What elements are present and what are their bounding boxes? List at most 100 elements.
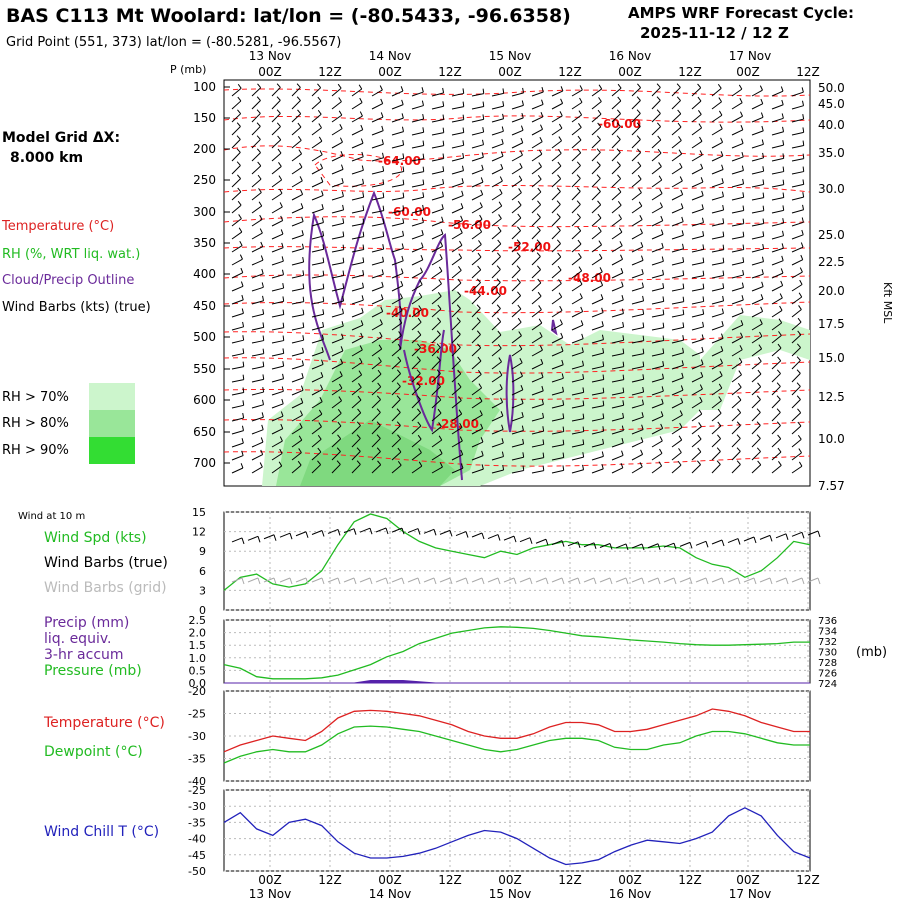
wind-barb-flag xyxy=(558,292,563,298)
wind-barbs-true-label: Wind Barbs (true) xyxy=(44,555,168,571)
wind-barb-flag xyxy=(722,295,725,301)
wind-barb-flag xyxy=(298,435,303,441)
wind-barb-flag xyxy=(376,408,381,413)
wind-barb xyxy=(671,83,681,97)
wind-barb-flag xyxy=(782,230,785,236)
wind-barb xyxy=(551,123,563,136)
wind-barb-flag xyxy=(397,356,402,362)
wind-barb xyxy=(311,217,324,227)
wind-barb xyxy=(491,438,504,448)
wind-barb-flag xyxy=(522,87,525,93)
wind-barb-staff xyxy=(371,235,384,240)
wind-barb-flag xyxy=(781,99,784,105)
wind-barb-staff xyxy=(331,182,344,188)
wind-barb-staff xyxy=(491,105,504,110)
wind-barb xyxy=(771,255,784,266)
wind-barb-staff xyxy=(611,165,621,175)
wind-barb-flag xyxy=(402,153,405,159)
wind-barb xyxy=(451,291,462,305)
wind-barb xyxy=(511,226,521,240)
wind-barb-staff xyxy=(511,129,524,136)
wind-barb xyxy=(311,270,325,279)
wind-barb xyxy=(631,386,645,396)
wind-barb-flag xyxy=(516,239,521,244)
wind-barb-staff xyxy=(331,412,342,422)
wind-barb-flag xyxy=(778,318,783,324)
wind-barb-staff xyxy=(691,208,704,214)
wind-barb-flag xyxy=(722,231,725,237)
wind-barb-staff xyxy=(711,325,724,331)
wind-barb-flag xyxy=(601,451,604,457)
wind-barb-flag xyxy=(359,97,363,103)
wind-barb-staff xyxy=(651,166,662,175)
wind-barb xyxy=(791,356,801,370)
wind-barb-staff xyxy=(591,217,602,227)
wind-barb-flag xyxy=(261,424,264,430)
wind-barb-flag xyxy=(396,382,401,387)
wind-barb-staff xyxy=(671,87,681,97)
wind-barb-staff xyxy=(431,295,442,305)
wind-barb xyxy=(431,87,445,97)
wind-barb-flag xyxy=(318,123,322,128)
wind-barb-flag xyxy=(702,309,705,315)
wind-barb-flag xyxy=(320,372,324,378)
wind-barb-staff xyxy=(291,113,302,123)
wind-barb xyxy=(731,345,743,357)
wind-barb-staff xyxy=(311,275,324,279)
wind-barb-flag xyxy=(442,153,445,159)
wind-barb-staff xyxy=(251,87,262,97)
wind-barb-staff xyxy=(711,249,724,253)
wind-barb-staff xyxy=(371,116,384,123)
wind-barb xyxy=(551,400,565,409)
wind-barb-flag xyxy=(520,125,524,131)
wind-barb-staff xyxy=(411,209,424,214)
wind-barb-grid xyxy=(519,577,533,585)
wind-barb-flag xyxy=(360,320,364,326)
wind-barb xyxy=(531,399,544,409)
wind-barb-10m-staff xyxy=(807,530,819,536)
wind-barb xyxy=(551,279,562,292)
wind-barb-flag xyxy=(621,281,624,287)
panel-right-tick: 724 xyxy=(818,679,837,690)
wind-barb xyxy=(471,265,482,279)
wind-barb-staff xyxy=(291,301,304,305)
wind-barb-flag xyxy=(657,148,662,154)
wind-barb-flag xyxy=(780,86,784,92)
wind-barb-staff xyxy=(511,416,524,422)
wind-barb xyxy=(631,109,641,123)
wind-barb-staff xyxy=(791,145,804,149)
wind-barb xyxy=(631,361,645,370)
wind-barb-flag xyxy=(659,188,663,194)
wind-barb xyxy=(711,231,725,240)
wind-barb-flag xyxy=(779,305,783,311)
wind-barb xyxy=(651,448,663,461)
wind-barb-10m xyxy=(615,543,629,551)
wind-barb-staff xyxy=(611,391,624,396)
wind-barb-flag xyxy=(302,256,305,263)
wind-barb-staff xyxy=(531,309,542,318)
wind-barb xyxy=(371,218,385,227)
wind-barb-flag xyxy=(237,200,242,206)
wind-barb xyxy=(291,203,304,214)
wind-barb xyxy=(571,374,585,383)
wind-barb xyxy=(591,438,605,448)
wind-barb xyxy=(471,88,485,97)
isotherm-label: -36.00 xyxy=(414,342,457,356)
wind-barb-grid-staff xyxy=(439,577,451,583)
wind-barb-staff xyxy=(231,258,243,266)
wind-barb-staff xyxy=(411,105,424,110)
wind-barb-flag xyxy=(457,266,462,271)
wind-barb xyxy=(251,335,265,344)
wind-barb-flag xyxy=(739,111,743,117)
wind-barb-grid-flag xyxy=(689,577,693,585)
isotherm-line xyxy=(223,301,811,314)
wind-barb-grid-staff xyxy=(231,577,243,583)
wind-barb-staff xyxy=(491,155,504,162)
legend-cloud: Cloud/Precip Outline xyxy=(2,273,134,288)
wind-barb-staff xyxy=(791,91,804,97)
wind-barb-grid-staff xyxy=(327,577,339,583)
wind-barb xyxy=(691,460,701,474)
wind-barb-flag xyxy=(262,361,265,367)
wind-barb-flag xyxy=(262,387,265,393)
wind-barb-flag xyxy=(317,109,322,115)
